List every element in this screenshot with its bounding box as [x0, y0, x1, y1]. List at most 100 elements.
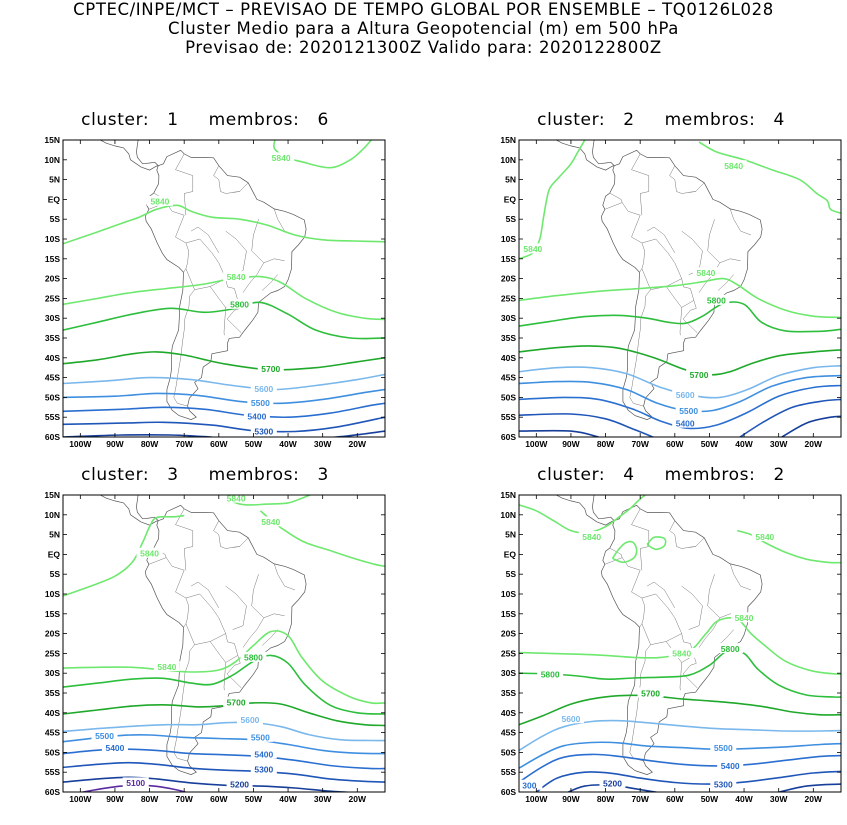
contour-5300 — [738, 398, 841, 437]
lon-tick-label: 80W — [141, 794, 159, 803]
map-frame — [518, 494, 842, 793]
country-border — [251, 219, 285, 264]
map-geography — [99, 140, 307, 420]
country-border — [629, 644, 651, 762]
contour-label: 5840 — [735, 613, 754, 623]
contour-5500 — [519, 741, 841, 769]
contour-5840 — [63, 275, 385, 321]
lat-tick-label: 10N — [44, 510, 60, 520]
contour-5840 — [611, 540, 638, 564]
contour-lines — [519, 495, 841, 792]
map-geography — [555, 140, 763, 420]
forecast-map: 5840 5840 5840 5840 5800 5700 5600 5500 5500 5400… — [44, 490, 386, 803]
lat-tick-label: EQ — [504, 194, 517, 204]
map-frame — [518, 139, 842, 438]
contour-5840 — [63, 514, 185, 597]
contour-label: 5840 — [672, 649, 691, 659]
contour-label-bg — [250, 748, 277, 759]
contour-5840 — [63, 204, 385, 245]
contour-5840 — [519, 616, 841, 676]
coastline-south-america — [145, 504, 307, 775]
contour-5800 — [519, 649, 841, 698]
contour-5600 — [63, 373, 385, 391]
lon-tick-label: 60W — [666, 439, 684, 449]
lat-tick-label: 55S — [45, 412, 60, 422]
contour-label: 5840 — [582, 532, 601, 542]
country-border — [641, 593, 683, 645]
contour-label-bg — [672, 389, 699, 400]
forecast-map: 5840 5840 5840 5840 5800 5800 5700 5600 5500 5400… — [500, 490, 842, 803]
country-border — [242, 617, 265, 648]
lat-tick-label: 5S — [506, 214, 517, 224]
lon-tick-label: 30W — [770, 794, 788, 803]
contour-label-bg — [668, 647, 695, 658]
contour-label-bg — [692, 267, 719, 278]
country-border — [665, 278, 695, 308]
lon-tick-label: 40W — [735, 794, 753, 803]
lat-tick-label: 30S — [45, 668, 60, 678]
lon-tick-label: 60W — [210, 794, 228, 803]
country-border — [190, 226, 220, 254]
lat-tick-label: 15N — [500, 135, 516, 145]
lat-tick-label: 25S — [501, 648, 516, 658]
panel-title: cluster: 4 membros: 2 — [537, 465, 785, 485]
contour-label-bg — [257, 516, 284, 527]
panel-title: cluster: 3 membros: 3 — [81, 465, 329, 485]
lat-tick-label: 40S — [501, 353, 516, 363]
lat-tick-label: 35S — [501, 688, 516, 698]
country-border — [669, 520, 696, 549]
country-border — [679, 662, 682, 691]
country-border — [646, 226, 676, 254]
coastline-central-america — [555, 140, 615, 171]
lat-tick-label: 5N — [505, 175, 516, 185]
country-border — [223, 662, 226, 691]
contour-label: 5840 — [227, 493, 246, 503]
lat-tick-label: 35S — [45, 688, 60, 698]
contour-label: 5600 — [241, 715, 260, 725]
country-border — [682, 655, 698, 689]
contour-label: 5840 — [724, 161, 743, 171]
lon-tick-label: 30W — [314, 439, 332, 449]
cluster-panel-1: cluster: 1 membros: 6 5840 5840 5840 5800 57… — [0, 110, 410, 470]
lat-tick-label: 5S — [50, 214, 61, 224]
country-border — [225, 585, 247, 630]
contour-label-bg — [268, 152, 295, 163]
cluster-panel-4: cluster: 4 membros: 2 5840 5840 5840 5840 58… — [456, 465, 847, 825]
lon-tick-label: 20W — [805, 794, 823, 803]
country-border — [213, 520, 240, 549]
contour-label: 5800 — [541, 670, 560, 680]
country-border — [185, 593, 227, 645]
contour-5200 — [323, 430, 385, 437]
lon-tick-label: 50W — [245, 794, 263, 803]
lon-tick-label: 70W — [631, 439, 649, 449]
contour-5600 — [519, 719, 841, 752]
contour-label-bg — [710, 742, 737, 753]
lat-tick-label: 60S — [45, 787, 60, 797]
contour-label: 5840 — [697, 268, 716, 278]
contour-5400 — [519, 753, 841, 783]
contour-label: 5500 — [679, 406, 698, 416]
country-border — [190, 581, 220, 609]
lat-tick-label: 35S — [45, 333, 60, 343]
lat-tick-label: 45S — [501, 373, 516, 383]
lat-tick-label: 25S — [45, 648, 60, 658]
lon-tick-label: 70W — [175, 439, 193, 449]
contour-label-bg — [686, 369, 713, 380]
lon-tick-label: 20W — [349, 794, 367, 803]
contour-label-bg — [226, 298, 253, 309]
country-border — [185, 238, 227, 290]
contour-label-bg — [578, 531, 605, 542]
contour-label-bg — [720, 160, 747, 171]
country-border — [209, 633, 239, 663]
lon-tick-label: 40W — [735, 439, 753, 449]
contour-label-bg — [91, 730, 118, 741]
contour-5400 — [63, 402, 385, 419]
lat-tick-label: 50S — [45, 392, 60, 402]
contour-label: 5600 — [254, 384, 273, 394]
contour-label: 5840 — [227, 272, 246, 282]
contour-label: 5500 — [251, 398, 270, 408]
coastline-central-america — [99, 140, 159, 171]
lat-tick-label: 50S — [45, 747, 60, 757]
contour-label-bg — [672, 417, 699, 428]
country-border — [223, 307, 226, 336]
